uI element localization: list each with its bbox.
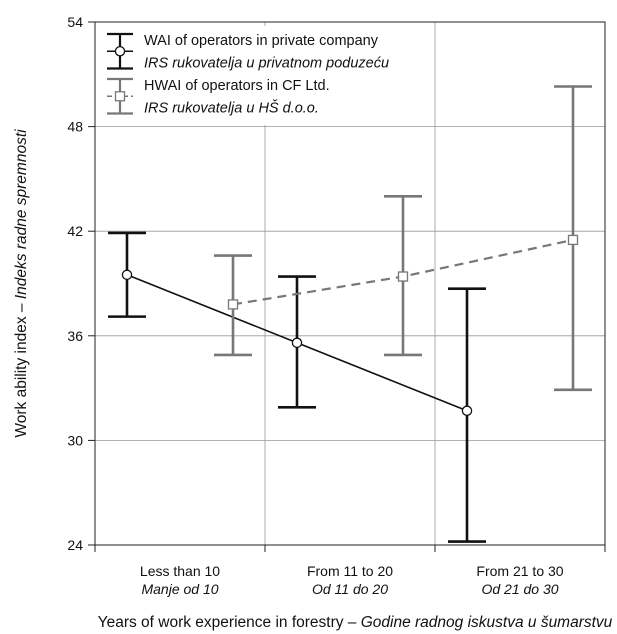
data-point bbox=[291, 337, 303, 349]
plot-frame bbox=[94, 21, 606, 546]
legend-label-alt: IRS rukovatelja u privatnom poduzeću bbox=[144, 56, 389, 72]
axes-layer bbox=[88, 21, 606, 552]
legend-marker bbox=[114, 91, 126, 102]
series-layer bbox=[108, 85, 592, 543]
legend-marker bbox=[114, 46, 126, 57]
legend: WAI of operators in private company IRS r… bbox=[99, 26, 389, 125]
legend-label: WAI of operators in private company bbox=[144, 33, 379, 49]
x-tick-label: From 21 to 30 bbox=[476, 563, 563, 579]
labels-layer: 24 30 36 42 48 54 Less than 10 Manje od 10 From … bbox=[13, 14, 613, 631]
y-tick-label: 48 bbox=[67, 119, 83, 135]
y-axis-title: Work ability index – Indeks radne spremn… bbox=[13, 129, 30, 438]
data-point bbox=[567, 234, 579, 246]
x-axis-title: Years of work experience in forestry – G… bbox=[98, 614, 613, 631]
data-point bbox=[227, 299, 239, 310]
legend-label-alt: IRS rukovatelja u HŠ d.o.o. bbox=[144, 100, 319, 117]
x-tick-label-alt: Od 21 do 30 bbox=[481, 581, 558, 597]
data-point bbox=[397, 271, 409, 282]
y-tick-label: 42 bbox=[67, 223, 83, 239]
series-2 bbox=[214, 85, 592, 392]
x-tick-label: From 11 to 20 bbox=[307, 563, 393, 579]
x-tick-label: Less than 10 bbox=[140, 563, 220, 579]
series-1 bbox=[108, 231, 486, 543]
legend-background bbox=[99, 26, 369, 125]
y-tick-label: 54 bbox=[67, 14, 83, 30]
data-point bbox=[121, 269, 133, 281]
data-point bbox=[461, 405, 473, 417]
y-tick-label: 24 bbox=[67, 537, 83, 553]
x-tick-label-alt: Manje od 10 bbox=[141, 581, 218, 597]
y-tick-label: 36 bbox=[67, 328, 83, 344]
legend-label: HWAI of operators in CF Ltd. bbox=[144, 78, 330, 94]
y-tick-label: 30 bbox=[67, 432, 83, 448]
x-tick-label-alt: Od 11 do 20 bbox=[312, 581, 388, 597]
